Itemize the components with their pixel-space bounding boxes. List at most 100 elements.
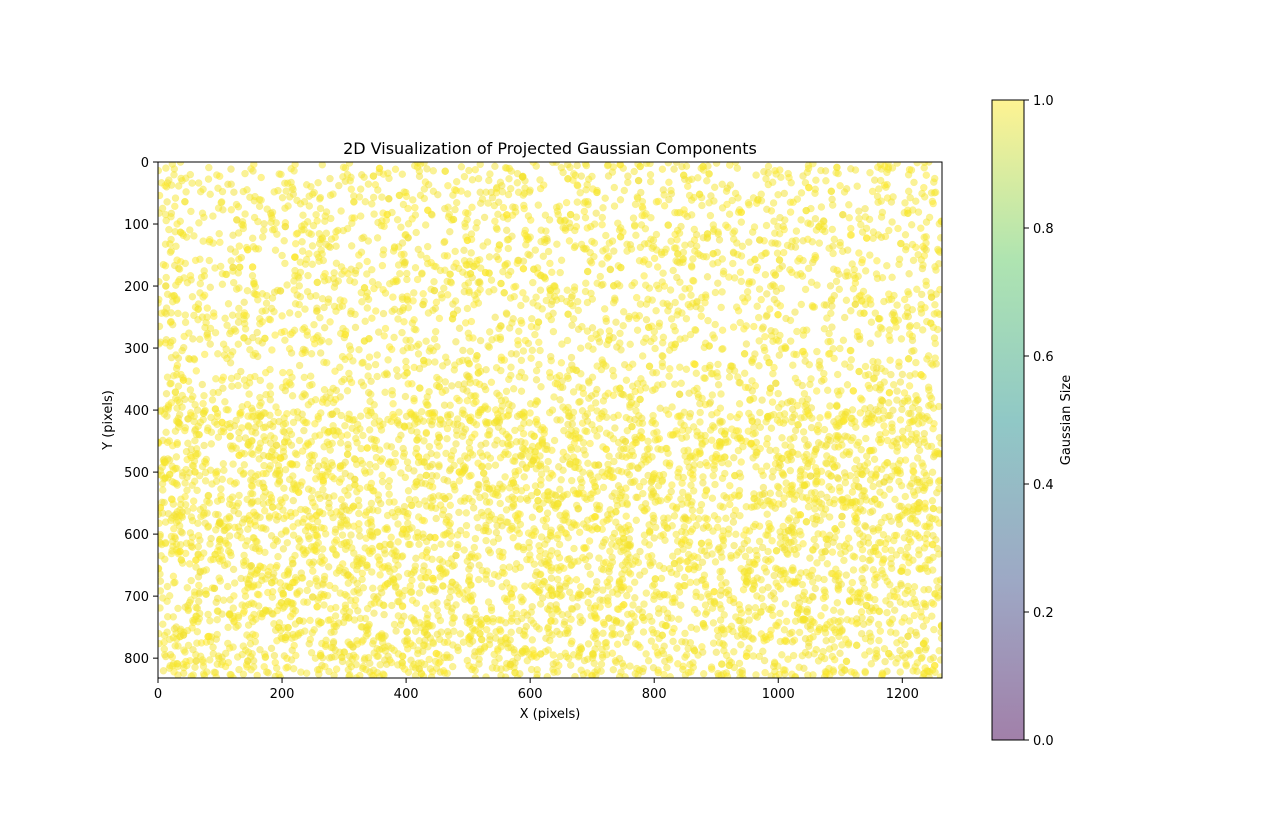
- scatter-point: [829, 345, 837, 353]
- scatter-point: [476, 188, 484, 197]
- scatter-point: [484, 199, 492, 207]
- scatter-point: [358, 575, 366, 584]
- scatter-point: [465, 444, 474, 453]
- scatter-point: [301, 627, 309, 635]
- scatter-point: [622, 376, 631, 384]
- scatter-point: [482, 625, 491, 634]
- scatter-point: [874, 620, 883, 629]
- scatter-point: [431, 358, 439, 366]
- scatter-point: [355, 509, 363, 518]
- scatter-point: [925, 476, 934, 485]
- scatter-point: [584, 459, 592, 468]
- scatter-point: [468, 451, 477, 459]
- scatter-point: [527, 430, 536, 438]
- scatter-point: [235, 491, 243, 500]
- scatter-point: [455, 477, 464, 485]
- scatter-point: [769, 199, 778, 207]
- scatter-point: [278, 193, 287, 202]
- scatter-point: [388, 601, 396, 610]
- scatter-point: [295, 436, 304, 445]
- scatter-point: [759, 647, 767, 656]
- scatter-point: [163, 373, 172, 381]
- scatter-point: [632, 407, 640, 415]
- scatter-point: [601, 194, 609, 202]
- scatter-point: [361, 317, 369, 326]
- scatter-point: [635, 256, 644, 265]
- scatter-point: [554, 531, 562, 539]
- scatter-point: [751, 350, 759, 358]
- scatter-point: [808, 617, 817, 626]
- scatter-point: [829, 456, 838, 464]
- scatter-point: [827, 309, 835, 318]
- scatter-point: [778, 434, 786, 442]
- scatter-point: [642, 589, 651, 597]
- scatter-point: [919, 483, 927, 492]
- scatter-point: [352, 427, 361, 435]
- scatter-point: [488, 664, 497, 672]
- scatter-point: [332, 603, 340, 612]
- scatter-point: [336, 439, 345, 447]
- scatter-point: [183, 486, 191, 495]
- scatter-point: [795, 628, 804, 637]
- scatter-point: [895, 520, 904, 528]
- scatter-point: [261, 653, 270, 662]
- scatter-point: [212, 375, 220, 383]
- scatter-point: [280, 414, 288, 422]
- scatter-point: [820, 325, 829, 333]
- scatter-point: [219, 460, 228, 468]
- scatter-point: [757, 295, 765, 304]
- scatter-point: [575, 398, 583, 406]
- scatter-point: [623, 610, 632, 619]
- scatter-point: [364, 180, 373, 188]
- scatter-point: [888, 218, 896, 226]
- scatter-point: [590, 239, 599, 247]
- scatter-point: [738, 666, 746, 675]
- scatter-point: [646, 162, 654, 168]
- scatter-point: [387, 533, 395, 542]
- scatter-point: [759, 501, 768, 510]
- scatter-point: [443, 434, 451, 443]
- scatter-point: [393, 215, 402, 224]
- scatter-point: [350, 616, 359, 624]
- scatter-point: [229, 278, 238, 287]
- scatter-point: [704, 590, 712, 598]
- scatter-point: [822, 177, 830, 185]
- scatter-point: [320, 385, 329, 394]
- scatter-point: [645, 541, 654, 549]
- scatter-point: [758, 325, 767, 333]
- scatter-point: [603, 254, 611, 262]
- scatter-point: [690, 225, 699, 234]
- scatter-point: [211, 328, 220, 337]
- scatter-point: [584, 197, 592, 206]
- scatter-point: [513, 179, 522, 187]
- scatter-point: [243, 286, 252, 295]
- scatter-point: [485, 498, 494, 506]
- scatter-point: [769, 337, 777, 346]
- scatter-point: [305, 202, 314, 210]
- scatter-point: [317, 409, 325, 417]
- scatter-point: [862, 452, 871, 460]
- scatter-point: [702, 486, 711, 494]
- scatter-point: [813, 627, 822, 636]
- scatter-point: [175, 410, 184, 419]
- scatter-point: [230, 188, 238, 196]
- scatter-point: [201, 477, 210, 485]
- scatter-point: [813, 281, 821, 289]
- scatter-point: [506, 184, 515, 193]
- scatter-point: [709, 221, 718, 229]
- scatter-point: [171, 194, 180, 202]
- scatter-point: [171, 578, 179, 587]
- scatter-point: [291, 633, 299, 641]
- scatter-point: [361, 614, 370, 623]
- scatter-point: [847, 668, 856, 676]
- scatter-point: [683, 182, 692, 191]
- scatter-point: [839, 336, 848, 345]
- scatter-point: [781, 599, 790, 608]
- scatter-point: [363, 257, 371, 266]
- scatter-point: [862, 224, 871, 233]
- scatter-point: [590, 220, 599, 228]
- scatter-point: [320, 524, 328, 533]
- scatter-point: [599, 204, 607, 212]
- scatter-point: [815, 361, 823, 369]
- scatter-point: [699, 670, 708, 678]
